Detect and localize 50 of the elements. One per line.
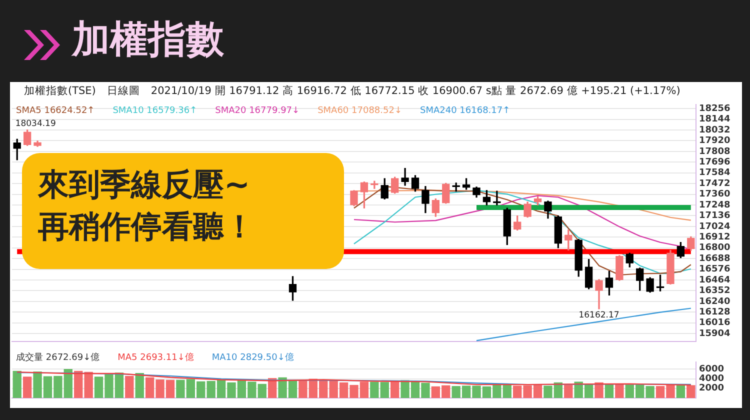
y-tick-label: 16240 — [699, 296, 730, 307]
y-tick-label: 16128 — [699, 307, 730, 318]
speech-callout: 來到季線反壓~ 再稍作停看聽！ — [22, 153, 344, 269]
bar — [604, 384, 614, 398]
y-tick-label: 17808 — [699, 146, 730, 157]
y-tick-label: 18256 — [699, 104, 730, 114]
bar — [390, 380, 400, 398]
y-tick-label: 16464 — [699, 275, 730, 286]
bar — [686, 385, 696, 398]
chart-title: 加權指數 — [72, 16, 224, 63]
series-label: 成交量 2672.69↓億 — [16, 352, 100, 363]
y-tick-label: 16800 — [699, 243, 730, 254]
annotation: 16162.17 — [578, 310, 620, 320]
y-tick-label: 17248 — [699, 200, 730, 210]
bar — [564, 384, 573, 398]
text: SMA240 16168.17↑ — [420, 106, 510, 116]
y-tick-label: 16352 — [699, 286, 730, 296]
bar — [22, 376, 32, 398]
bar — [125, 376, 134, 398]
bar — [676, 384, 686, 398]
y-tick-label: 2000 — [699, 384, 724, 394]
y-tick-label: 15904 — [699, 328, 730, 339]
y-tick-label: 18032 — [699, 125, 730, 136]
y-tick-label: 16576 — [699, 264, 730, 275]
y-tick-label: 17360 — [699, 190, 730, 200]
bar — [135, 372, 144, 398]
y-tick-label: 17584 — [699, 168, 730, 178]
y-tick-label: 4000 — [699, 374, 724, 384]
bar — [258, 384, 266, 398]
text: SMA5 16624.52↑ — [16, 106, 95, 116]
y-tick-label: 16688 — [699, 254, 730, 264]
y-tick-label: 17920 — [699, 136, 730, 146]
y-tick-label: 6000 — [699, 364, 724, 375]
y-tick-label: 17472 — [699, 178, 730, 189]
series-label: MA10 2829.50↓億 — [212, 352, 294, 363]
series-label: MA5 2693.11↓億 — [118, 352, 194, 363]
y-tick-label: 17696 — [699, 158, 730, 168]
y-tick-label: 17024 — [699, 222, 730, 232]
text: SMA10 16579.36↑ — [112, 106, 198, 116]
y-tick-label: 16016 — [699, 318, 730, 328]
text: SMA60 17088.52↓ — [318, 106, 402, 116]
chart-subtitle: 加權指數(TSE) 日線圖 2021/10/19 開 16791.12 高 16916.72 低 16772.15 收 16900.67 s點 量 2672.69 億 +195.21 (+1.17%) — [24, 84, 680, 98]
annotation: 18034.19 — [15, 118, 56, 129]
bar — [615, 384, 624, 398]
y-tick-label: 18144 — [699, 114, 730, 125]
text: SMA20 16779.97↓ — [215, 106, 300, 116]
y-tick-label: 16912 — [699, 232, 730, 242]
bar — [594, 382, 604, 398]
y-tick-label: 17136 — [699, 211, 730, 222]
bar — [12, 370, 22, 398]
